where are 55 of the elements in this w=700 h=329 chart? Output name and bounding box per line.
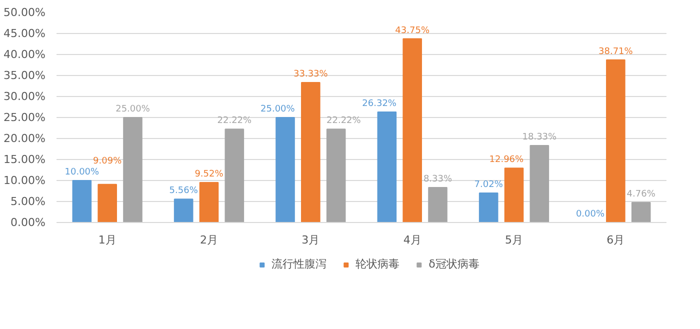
data-label: 5.56% bbox=[169, 186, 198, 196]
bar bbox=[123, 117, 142, 222]
x-tick-label: 1月 bbox=[98, 234, 116, 246]
bar bbox=[301, 82, 320, 222]
bar bbox=[98, 184, 117, 222]
y-tick-label: 45.00% bbox=[4, 27, 46, 40]
bar bbox=[199, 182, 219, 222]
data-label: 22.22% bbox=[217, 116, 252, 126]
data-label: 25.00% bbox=[116, 104, 150, 114]
bar bbox=[606, 59, 626, 222]
data-label: 7.02% bbox=[474, 180, 504, 190]
bar bbox=[631, 202, 651, 222]
data-label: 26.32% bbox=[362, 98, 397, 109]
bar bbox=[402, 38, 422, 222]
bar bbox=[174, 198, 194, 222]
data-label: 0.00% bbox=[576, 210, 605, 220]
data-label: 10.00% bbox=[64, 168, 100, 178]
x-tick-label: 6月 bbox=[606, 234, 625, 246]
y-tick-label: 20.00% bbox=[4, 132, 46, 145]
x-tick-label: 5月 bbox=[505, 234, 523, 246]
y-tick-label: 35.00% bbox=[4, 69, 46, 82]
data-label: 9.09% bbox=[93, 156, 122, 166]
y-tick-label: 40.00% bbox=[4, 48, 46, 61]
bar bbox=[377, 111, 397, 222]
data-label: 12.96% bbox=[489, 155, 524, 166]
bar bbox=[478, 192, 498, 222]
data-label: 4.76% bbox=[626, 190, 656, 200]
data-label: 33.33% bbox=[294, 70, 328, 80]
y-tick-label: 50.00% bbox=[4, 6, 46, 19]
data-label: 8.33% bbox=[423, 174, 452, 185]
data-label: 22.22% bbox=[326, 116, 362, 126]
y-tick-label: 10.00% bbox=[4, 174, 46, 187]
legend-label: 轮状病毒 bbox=[356, 256, 400, 272]
data-label: 18.33% bbox=[522, 132, 558, 143]
bar bbox=[276, 117, 295, 222]
bar bbox=[326, 128, 346, 222]
legend-label: δ冠状病毒 bbox=[428, 256, 480, 272]
y-tick-label: 5.00% bbox=[10, 195, 46, 208]
x-tick-label: 4月 bbox=[403, 234, 422, 246]
bar bbox=[224, 128, 244, 222]
y-tick-label: 30.00% bbox=[4, 90, 46, 103]
data-label: 25.00% bbox=[260, 104, 296, 114]
data-label: 43.75% bbox=[395, 26, 430, 36]
data-label: 9.52% bbox=[194, 170, 224, 180]
y-tick-label: 25.00% bbox=[4, 111, 46, 124]
y-tick-label: 0.00% bbox=[10, 216, 46, 229]
x-tick-label: 3月 bbox=[302, 234, 320, 246]
y-tick-label: 15.00% bbox=[4, 153, 46, 166]
x-tick-label: 2月 bbox=[200, 234, 218, 246]
bar bbox=[504, 168, 524, 222]
data-label: 38.71% bbox=[598, 46, 634, 57]
legend-label: 流行性腹泻 bbox=[272, 256, 327, 272]
bar bbox=[428, 187, 448, 222]
bar bbox=[72, 180, 92, 222]
bar bbox=[530, 145, 550, 222]
